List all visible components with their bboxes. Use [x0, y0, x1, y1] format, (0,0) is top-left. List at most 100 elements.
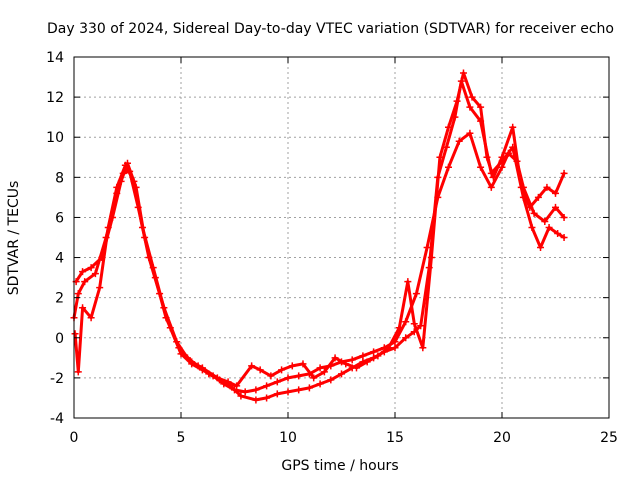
data-point-marker [445, 123, 452, 131]
x-tick-label: 5 [177, 430, 186, 446]
data-point-marker [498, 153, 506, 161]
data-point-marker [466, 103, 474, 111]
data-point-marker [374, 352, 382, 360]
data-point-marker [436, 153, 444, 161]
data-point-marker [483, 153, 491, 161]
data-point-marker [87, 314, 95, 322]
data-point-marker [81, 278, 89, 286]
data-point-marker [423, 244, 431, 252]
x-axis-label: GPS time / hours [281, 458, 398, 474]
chart-title: Day 330 of 2024, Sidereal Day-to-day VTE… [47, 21, 614, 37]
data-point-marker [141, 234, 149, 241]
data-point-marker [284, 374, 292, 382]
data-point-marker [320, 368, 328, 376]
data-point-marker [455, 137, 463, 145]
data-point-marker [263, 382, 271, 390]
data-point-marker [342, 360, 350, 368]
data-point-marker [299, 360, 307, 368]
y-tick-label: -4 [50, 411, 64, 427]
data-point-marker [267, 372, 275, 380]
data-point-marker [327, 376, 335, 384]
data-point-marker [273, 378, 281, 386]
y-tick-label: 10 [46, 130, 64, 146]
data-point-marker [91, 270, 99, 278]
data-point-marker [541, 217, 549, 225]
data-point-marker [117, 177, 125, 185]
data-point-marker [560, 213, 568, 221]
data-point-marker [489, 173, 497, 181]
data-point-marker [224, 378, 232, 386]
data-point-marker [419, 344, 427, 352]
data-point-marker [316, 364, 324, 372]
y-tick-labels: -4 -2 0 2 4 6 8 10 12 14 [46, 50, 64, 427]
data-point-marker [233, 382, 241, 390]
data-point-marker [402, 318, 410, 326]
data-point-marker [151, 274, 159, 282]
plot-frame [73, 56, 610, 419]
data-point-marker [273, 390, 281, 398]
data-point-marker [310, 374, 318, 382]
y-tick-label: 8 [55, 170, 64, 186]
data-point-marker [526, 203, 534, 211]
data-point-marker [498, 163, 506, 171]
data-point-marker [248, 362, 256, 370]
data-point-marker [517, 183, 525, 191]
data-point-marker [385, 344, 393, 352]
data-point-marker [487, 183, 495, 191]
data-point-marker [468, 93, 476, 101]
data-point-marker [560, 234, 568, 241]
data-point-marker [552, 203, 559, 211]
data-series [70, 69, 568, 404]
data-point-marker [295, 372, 303, 380]
y-tick-label: 6 [55, 210, 64, 226]
data-point-marker [188, 358, 196, 366]
data-point-marker [466, 129, 474, 137]
data-point-marker [395, 324, 403, 332]
data-point-marker [79, 268, 87, 276]
y-tick-label: 0 [55, 331, 64, 347]
data-point-marker [445, 163, 452, 171]
data-point-marker [359, 352, 367, 360]
data-point-marker [96, 284, 104, 292]
data-point-marker [98, 254, 106, 262]
data-point-marker [87, 264, 95, 272]
data-point-marker [198, 364, 206, 372]
data-point-marker [545, 223, 553, 231]
data-point-marker [331, 354, 339, 362]
x-tick-label: 10 [279, 430, 297, 446]
data-point-marker [352, 364, 360, 372]
data-point-marker [560, 169, 568, 177]
data-point-marker [278, 366, 286, 374]
data-point-marker [213, 374, 221, 382]
data-point-marker [295, 386, 303, 394]
data-point-marker [109, 213, 117, 221]
data-point-marker [305, 384, 313, 392]
y-tick-label: 4 [55, 251, 64, 267]
data-point-marker [237, 392, 245, 400]
y-tick-label: 2 [55, 291, 64, 307]
data-point-marker [263, 394, 271, 402]
data-point-marker [402, 334, 410, 342]
data-point-marker [417, 322, 425, 330]
data-point-marker [509, 123, 517, 131]
y-tick-label: 12 [46, 90, 64, 106]
series-trace-3 [72, 69, 568, 390]
data-point-marker [370, 348, 378, 356]
x-tick-label: 20 [493, 430, 511, 446]
data-point-marker [391, 344, 399, 352]
data-point-marker [71, 330, 79, 338]
data-point-marker [74, 290, 82, 298]
data-point-marker [477, 163, 485, 171]
data-point-marker [316, 380, 324, 388]
data-point-marker [412, 290, 420, 298]
data-point-marker [363, 358, 371, 366]
data-point-marker [256, 366, 264, 374]
data-point-marker [288, 362, 296, 370]
data-point-marker [124, 159, 131, 167]
data-point-marker [241, 388, 249, 396]
series-line [74, 71, 566, 388]
y-tick-label: 14 [46, 50, 64, 66]
data-point-marker [410, 320, 418, 328]
data-point-marker [162, 314, 170, 322]
